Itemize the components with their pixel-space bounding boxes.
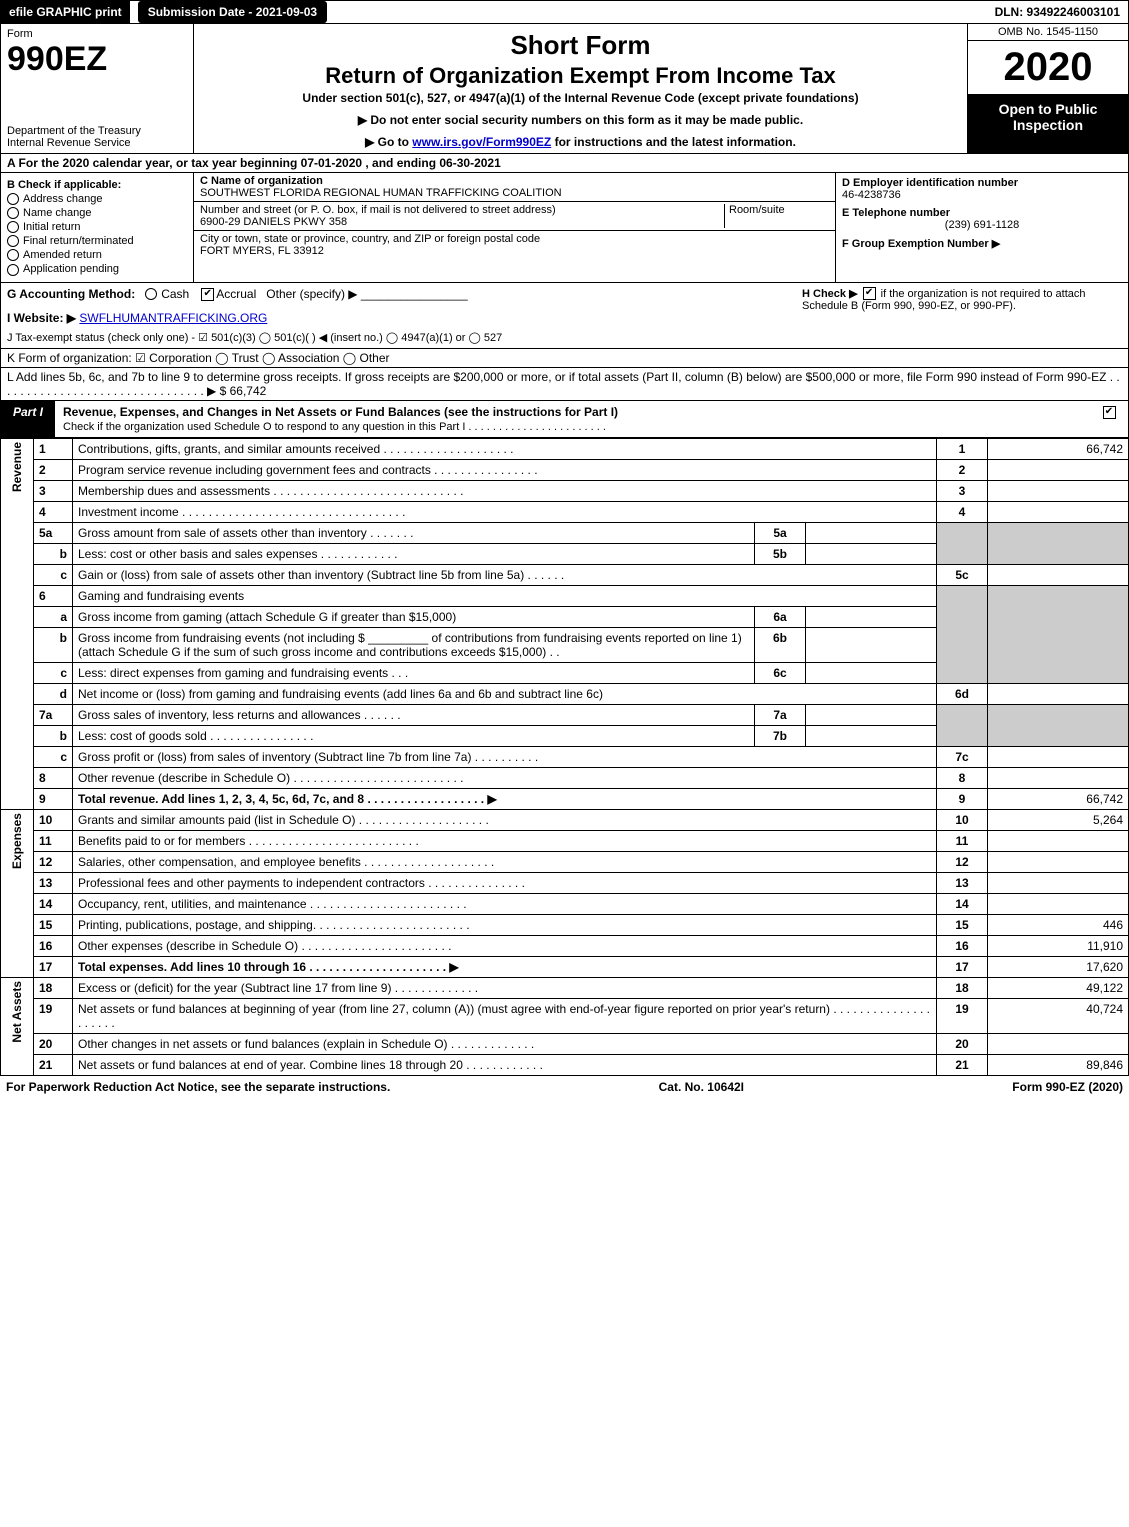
row-k: K Form of organization: ☑ Corporation ◯ … [0,349,1129,368]
line-19: 19Net assets or fund balances at beginni… [1,998,1129,1033]
header-center: Short Form Return of Organization Exempt… [194,24,967,153]
line-10: Expenses 10Grants and similar amounts pa… [1,809,1129,830]
c-city: City or town, state or province, country… [194,231,835,259]
line-6d: dNet income or (loss) from gaming and fu… [1,683,1129,704]
line-14: 14Occupancy, rent, utilities, and mainte… [1,893,1129,914]
form-number: 990EZ [7,40,187,79]
line-5c: cGain or (loss) from sale of assets othe… [1,564,1129,585]
side-revenue: Revenue [10,442,24,492]
gross-receipts: 66,742 [230,384,267,398]
ein: 46-4238736 [842,189,901,201]
city: FORT MYERS, FL 33912 [200,245,324,257]
header-right: OMB No. 1545-1150 2020 Open to Public In… [967,24,1128,153]
line-12: 12Salaries, other compensation, and empl… [1,851,1129,872]
footer-left: For Paperwork Reduction Act Notice, see … [6,1080,390,1094]
header-left: Form 990EZ Department of the Treasury In… [1,24,194,153]
tax-year: 2020 [968,41,1128,95]
line-17: 17Total expenses. Add lines 10 through 1… [1,956,1129,977]
part1-check[interactable] [1090,401,1128,437]
line-2: 2Program service revenue including gover… [1,459,1129,480]
line-20: 20Other changes in net assets or fund ba… [1,1033,1129,1054]
top-bar: efile GRAPHIC print Submission Date - 20… [0,0,1129,24]
submission-date: Submission Date - 2021-09-03 [138,1,327,23]
b-opt-name[interactable]: Name change [7,207,187,219]
footer-mid: Cat. No. 10642I [659,1080,744,1094]
side-expenses: Expenses [10,813,24,869]
cash-radio[interactable] [145,288,157,300]
form-word: Form [7,28,187,40]
b-opt-final[interactable]: Final return/terminated [7,235,187,247]
irs-link[interactable]: www.irs.gov/Form990EZ [412,135,551,149]
line-13: 13Professional fees and other payments t… [1,872,1129,893]
b-opt-address[interactable]: Address change [7,193,187,205]
line-1: Revenue 1 Contributions, gifts, grants, … [1,438,1129,459]
c-org: C Name of organization SOUTHWEST FLORIDA… [194,173,835,202]
line-9: 9Total revenue. Add lines 1, 2, 3, 4, 5c… [1,788,1129,809]
row-j: J Tax-exempt status (check only one) - ☑… [7,331,802,344]
line-16: 16Other expenses (describe in Schedule O… [1,935,1129,956]
part1-label: Part I [1,401,55,437]
org-name: SOUTHWEST FLORIDA REGIONAL HUMAN TRAFFIC… [200,187,562,199]
block-b: B Check if applicable: Address change Na… [1,173,194,282]
b-opt-initial[interactable]: Initial return [7,221,187,233]
efile-label[interactable]: efile GRAPHIC print [1,1,130,23]
website-link[interactable]: SWFLHUMANTRAFFICKING.ORG [79,311,267,325]
b-title: B Check if applicable: [7,179,187,191]
line-21: 21Net assets or fund balances at end of … [1,1054,1129,1075]
title-return: Return of Organization Exempt From Incom… [202,63,959,89]
line-6: 6Gaming and fundraising events [1,585,1129,606]
b-opt-amended[interactable]: Amended return [7,249,187,261]
line-15: 15Printing, publications, postage, and s… [1,914,1129,935]
phone: (239) 691-1128 [842,219,1122,231]
open-to-public: Open to Public Inspection [968,95,1128,153]
dept-irs: Internal Revenue Service [7,137,187,149]
title-short-form: Short Form [202,30,959,61]
line-5a: 5aGross amount from sale of assets other… [1,522,1129,543]
h-check[interactable] [863,287,876,300]
dept-treasury: Department of the Treasury [7,125,187,137]
part1-header: Part I Revenue, Expenses, and Changes in… [0,401,1129,438]
c-street: Number and street (or P. O. box, if mail… [194,202,835,231]
subtitle: Under section 501(c), 527, or 4947(a)(1)… [202,91,959,105]
note-ssn: ▶ Do not enter social security numbers o… [202,113,959,127]
row-h: H Check ▶ if the organization is not req… [802,287,1122,344]
omb-number: OMB No. 1545-1150 [968,24,1128,41]
line-3: 3Membership dues and assessments . . . .… [1,480,1129,501]
side-net-assets: Net Assets [10,981,24,1043]
block-bcd: B Check if applicable: Address change Na… [0,173,1129,283]
footer-right: Form 990-EZ (2020) [1012,1080,1123,1094]
row-gh: G Accounting Method: Cash Accrual Other … [0,283,1129,349]
line-8: 8Other revenue (describe in Schedule O) … [1,767,1129,788]
row-a-tax-year: A For the 2020 calendar year, or tax yea… [0,154,1129,173]
block-d: D Employer identification number 46-4238… [835,173,1128,282]
line-4: 4Investment income . . . . . . . . . . .… [1,501,1129,522]
accrual-check[interactable] [201,288,214,301]
note-link: ▶ Go to www.irs.gov/Form990EZ for instru… [202,135,959,149]
b-opt-pending[interactable]: Application pending [7,263,187,275]
form-header: Form 990EZ Department of the Treasury In… [0,24,1129,154]
line-11: 11Benefits paid to or for members . . . … [1,830,1129,851]
part1-table: Revenue 1 Contributions, gifts, grants, … [0,438,1129,1076]
line-7a: 7aGross sales of inventory, less returns… [1,704,1129,725]
row-l: L Add lines 5b, 6c, and 7b to line 9 to … [0,368,1129,401]
part1-title: Revenue, Expenses, and Changes in Net As… [55,401,1090,437]
line-18: Net Assets 18Excess or (deficit) for the… [1,977,1129,998]
footer: For Paperwork Reduction Act Notice, see … [0,1076,1129,1098]
block-c: C Name of organization SOUTHWEST FLORIDA… [194,173,835,282]
dln-label: DLN: 93492246003101 [987,1,1128,23]
line-7c: cGross profit or (loss) from sales of in… [1,746,1129,767]
street: 6900-29 DANIELS PKWY 358 [200,216,347,228]
